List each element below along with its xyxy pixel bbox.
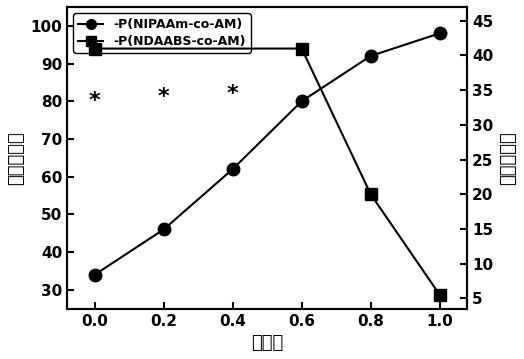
Y-axis label: 层叠温度差: 层叠温度差 <box>7 131 25 185</box>
Text: *: * <box>158 88 169 107</box>
Text: *: * <box>227 84 238 104</box>
X-axis label: 含量比: 含量比 <box>251 334 283 352</box>
Y-axis label: 层叠温度差: 层叠温度差 <box>499 131 517 185</box>
Legend: -P(NIPAAm-co-AM), -P(NDAABS-co-AM): -P(NIPAAm-co-AM), -P(NDAABS-co-AM) <box>73 13 251 53</box>
Text: *: * <box>89 91 101 111</box>
